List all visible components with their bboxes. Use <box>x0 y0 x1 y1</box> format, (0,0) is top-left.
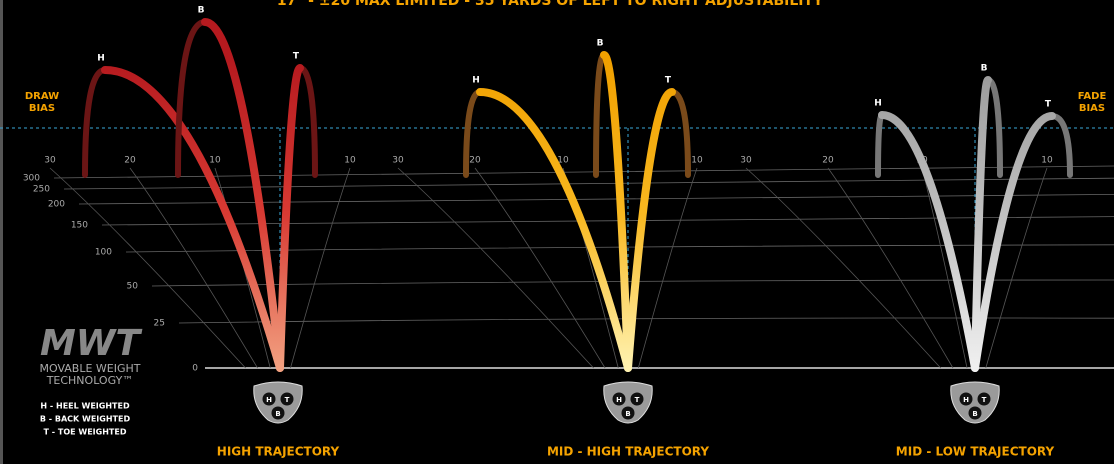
lateral-label: 20 <box>124 156 136 166</box>
yardage-label: 150 <box>71 221 88 231</box>
draw-bias: BIAS <box>29 103 55 114</box>
shot-label: T <box>665 76 672 86</box>
shot-label: H <box>97 54 105 64</box>
weight-port <box>968 406 982 420</box>
flight-rise <box>175 19 208 178</box>
yardage-label: 200 <box>48 200 65 210</box>
flight-descent <box>201 18 284 372</box>
fade-bias: BIAS <box>1079 103 1105 114</box>
flight-rise <box>82 67 108 178</box>
weight-port <box>621 406 635 420</box>
lateral-label: 30 <box>740 156 752 166</box>
lateral-line <box>397 167 594 369</box>
weight-label: T <box>285 396 290 404</box>
yardage-label: 300 <box>23 174 40 184</box>
flight-descent <box>101 66 284 372</box>
weight-port <box>271 406 285 420</box>
yardage-label: 250 <box>33 185 50 195</box>
lateral-label: 10 <box>1041 156 1053 166</box>
club-head: H TB <box>950 381 1000 424</box>
flight-descent <box>971 112 1056 372</box>
flight-descent <box>600 51 632 372</box>
shot-label: B <box>597 39 604 49</box>
weight-port <box>977 392 991 406</box>
title: 17° - ±20 MAX LIMITED - 35 YARDS OF LEFT… <box>277 0 824 9</box>
club-head: H TB <box>253 381 303 424</box>
lateral-line <box>49 167 246 369</box>
weight-label: B <box>972 410 977 418</box>
panel-title: MID - LOW TRAJECTORY <box>896 445 1055 459</box>
lateral-line <box>921 167 968 369</box>
logo-text: MOVABLE WEIGHT <box>39 362 140 375</box>
lateral-line <box>745 167 941 369</box>
legend-item: B - BACK WEIGHTED <box>40 415 131 424</box>
lateral-line <box>637 167 698 369</box>
shot-label: B <box>198 6 205 16</box>
weight-label: H <box>963 396 969 404</box>
lateral-label: 30 <box>44 156 56 166</box>
weight-label: H <box>616 396 622 404</box>
flight-descent <box>971 76 992 372</box>
yardage-label: 25 <box>154 319 165 329</box>
yardage-label: 50 <box>127 282 139 292</box>
shot-label: B <box>981 64 988 74</box>
legend-item: T - TOE WEIGHTED <box>44 428 127 437</box>
flight-descent <box>878 111 979 372</box>
club-head-shape <box>253 381 303 424</box>
club-head: H TB <box>603 381 653 424</box>
shot-label: T <box>1045 100 1052 110</box>
lateral-label: 10 <box>209 156 221 166</box>
weight-label: T <box>635 396 640 404</box>
shot-label: T <box>293 52 300 62</box>
weight-label: T <box>982 396 987 404</box>
lateral-line <box>290 167 351 369</box>
weight-port <box>630 392 644 406</box>
lateral-label: 20 <box>469 156 481 166</box>
weight-label: B <box>625 410 630 418</box>
logo-mark: MWT <box>40 323 143 364</box>
legend-item: H - HEEL WEIGHTED <box>40 402 130 411</box>
shot-label: H <box>874 99 882 109</box>
logo-text: TECHNOLOGY™ <box>46 374 134 387</box>
club-head-shape <box>603 381 653 424</box>
weight-port <box>612 392 626 406</box>
lateral-label: 30 <box>392 156 404 166</box>
flight-descent <box>276 64 304 372</box>
weight-label: H <box>266 396 272 404</box>
draw-bias: DRAW <box>25 91 59 102</box>
panel-title: MID - HIGH TRAJECTORY <box>547 445 709 459</box>
weight-label: B <box>275 410 280 418</box>
lateral-label: 10 <box>691 156 703 166</box>
weight-port <box>959 392 973 406</box>
weight-port <box>280 392 294 406</box>
yardage-label: 0 <box>192 364 198 374</box>
edge-strip <box>0 0 3 464</box>
weight-port <box>262 392 276 406</box>
lateral-line <box>474 167 606 369</box>
lateral-line <box>985 167 1048 369</box>
lateral-line <box>827 167 954 369</box>
lateral-line <box>129 167 258 369</box>
lateral-label: 10 <box>557 156 569 166</box>
panel-title: HIGH TRAJECTORY <box>217 445 340 459</box>
fade-bias: FADE <box>1078 91 1107 102</box>
yardage-label: 100 <box>95 248 112 258</box>
flight-descent <box>476 88 632 372</box>
club-head-shape <box>950 381 1000 424</box>
shot-label: H <box>472 76 480 86</box>
lateral-label: 10 <box>344 156 356 166</box>
flight-descent <box>624 88 676 372</box>
lateral-label: 20 <box>822 156 834 166</box>
